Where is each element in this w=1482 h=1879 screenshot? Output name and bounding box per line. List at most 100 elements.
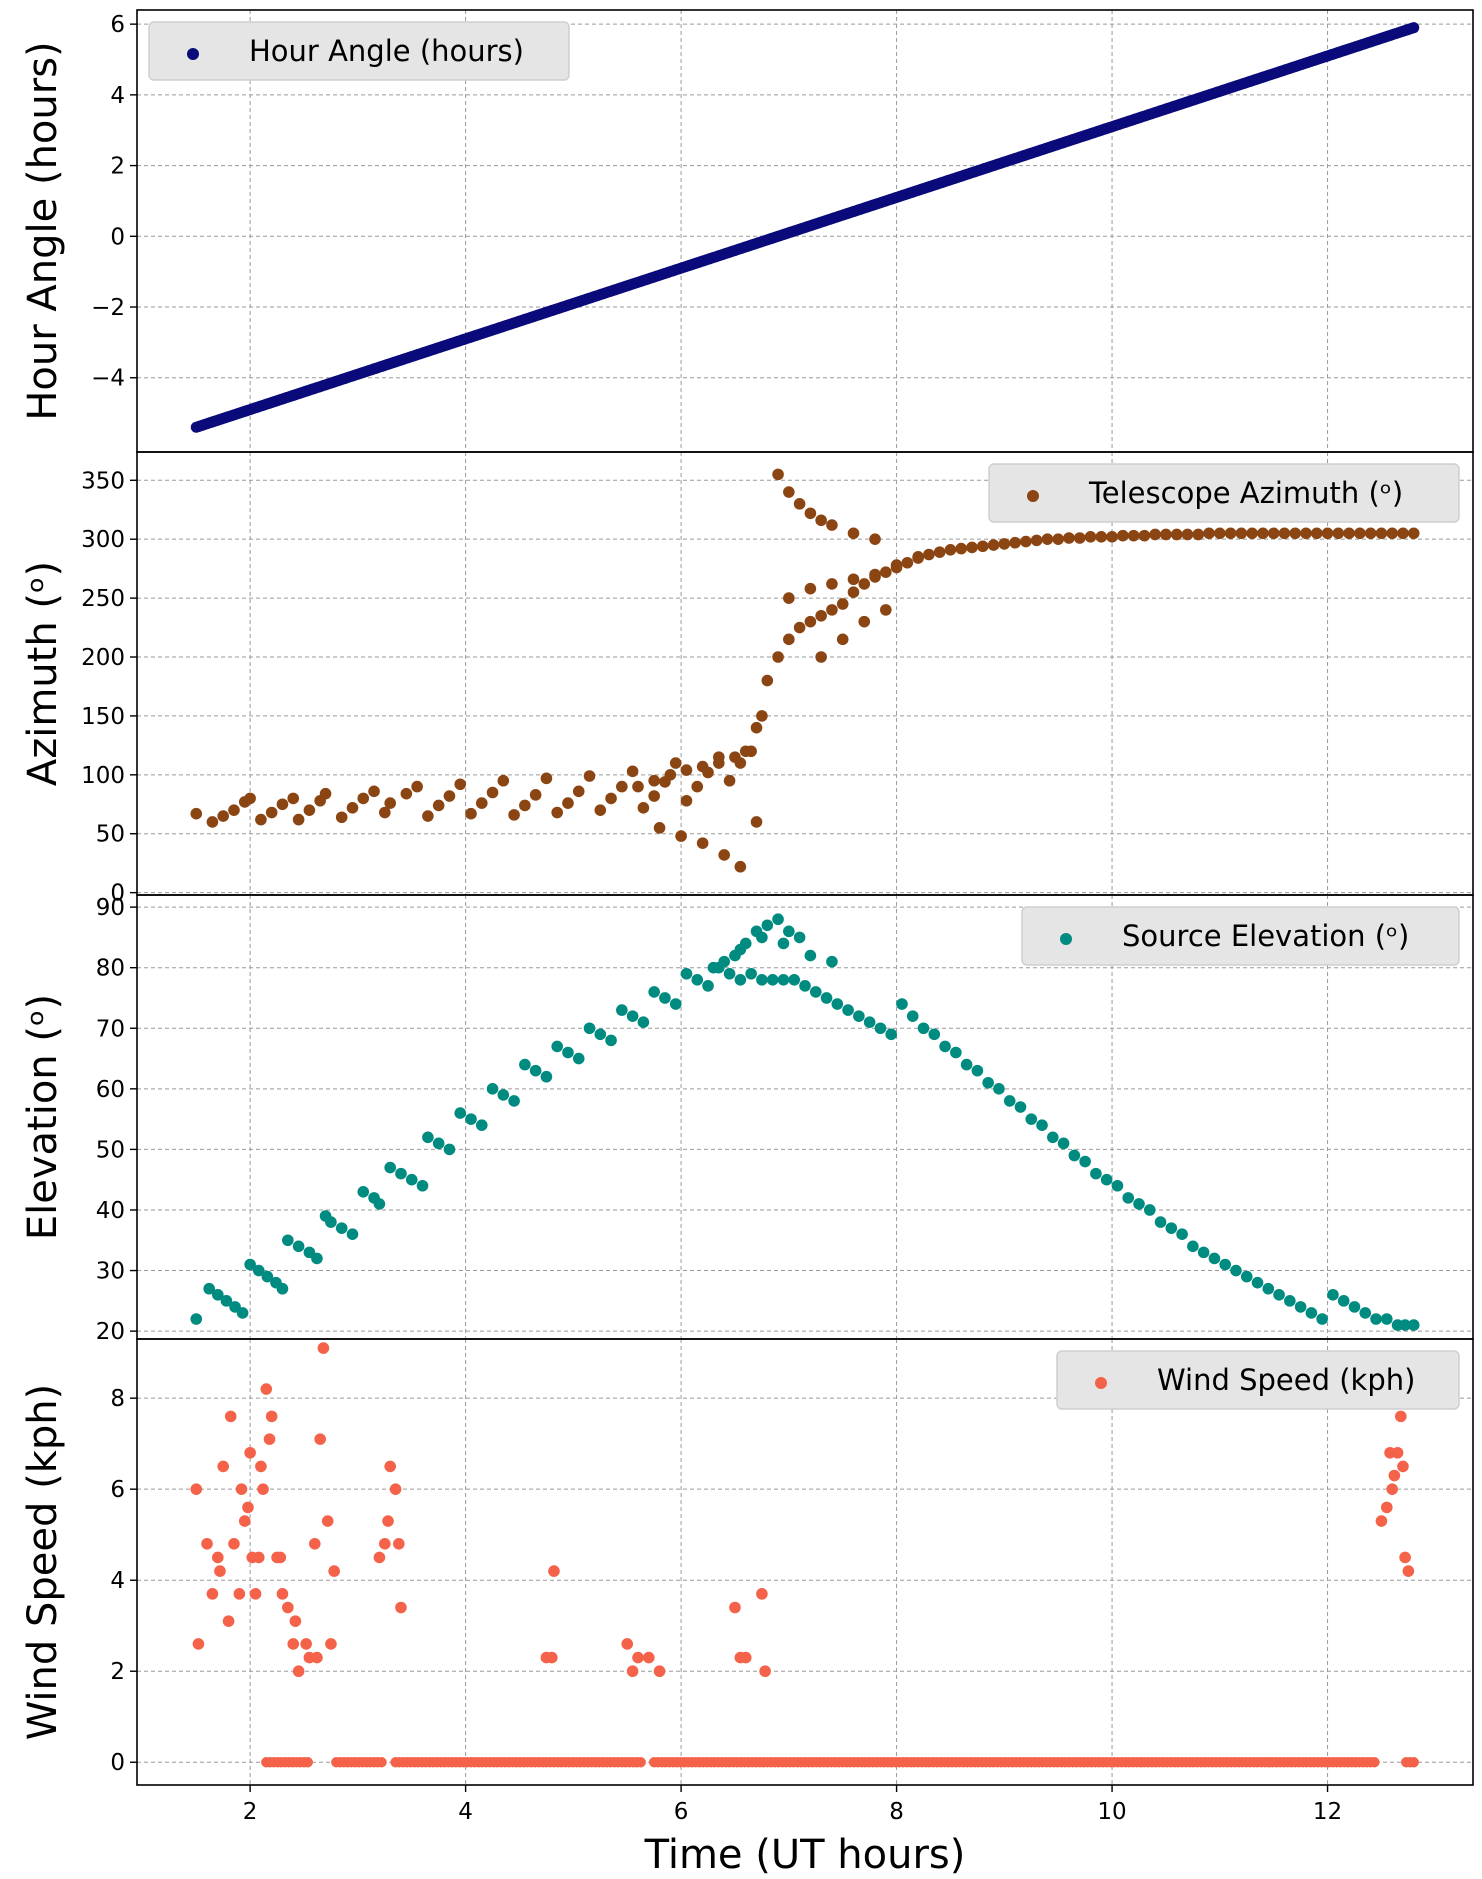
data-point xyxy=(335,1222,348,1234)
legend: Wind Speed (kph) xyxy=(1056,1350,1460,1410)
data-point xyxy=(696,760,709,773)
data-point xyxy=(648,986,660,998)
data-point xyxy=(572,1052,585,1065)
data-point xyxy=(815,514,827,527)
data-point xyxy=(917,1022,930,1035)
data-point xyxy=(691,974,704,986)
data-point xyxy=(626,1665,639,1678)
data-point xyxy=(1192,528,1205,541)
data-point xyxy=(761,919,774,932)
legend: Source Elevation (ᵒ) xyxy=(1021,906,1460,966)
data-point xyxy=(214,1565,226,1577)
data-point xyxy=(562,1046,574,1059)
data-point xyxy=(1041,533,1054,545)
data-point xyxy=(906,1010,919,1022)
data-point xyxy=(265,806,278,819)
data-point xyxy=(233,1588,246,1600)
data-point xyxy=(1294,1301,1307,1313)
y-tick-label: 350 xyxy=(81,468,125,494)
legend-box xyxy=(148,21,570,81)
data-point xyxy=(853,1010,865,1022)
data-point xyxy=(443,1143,456,1156)
data-point xyxy=(236,1307,249,1319)
data-point xyxy=(235,1483,248,1495)
data-point xyxy=(1397,527,1409,540)
data-point xyxy=(508,1095,520,1107)
data-point xyxy=(497,774,510,787)
data-point xyxy=(379,1537,391,1550)
y-tick-label: 0 xyxy=(110,881,125,907)
data-point xyxy=(772,651,784,663)
data-point xyxy=(1289,527,1302,540)
data-point xyxy=(987,539,1000,551)
data-point xyxy=(1395,1410,1407,1423)
data-point xyxy=(772,468,784,481)
data-point xyxy=(192,1638,205,1650)
y-axis-title: Azimuth (ᵒ) xyxy=(20,561,66,786)
data-point xyxy=(874,1022,887,1035)
data-point xyxy=(346,1228,359,1241)
data-point xyxy=(815,651,827,663)
data-point xyxy=(432,1137,445,1150)
data-point xyxy=(540,1070,553,1083)
data-point xyxy=(842,1004,854,1016)
data-point xyxy=(382,1515,394,1527)
data-point xyxy=(276,1588,289,1600)
data-point xyxy=(648,790,660,802)
data-point xyxy=(793,498,806,510)
data-point xyxy=(836,598,849,610)
data-point xyxy=(635,1757,646,1768)
data-point xyxy=(1073,532,1086,544)
data-point xyxy=(583,1022,596,1035)
data-point xyxy=(826,578,838,590)
data-point xyxy=(669,998,682,1010)
data-point xyxy=(257,1483,269,1495)
data-point xyxy=(1321,527,1334,540)
data-point xyxy=(756,710,768,722)
legend-marker xyxy=(187,48,199,60)
legend-box xyxy=(1056,1350,1460,1410)
data-point xyxy=(1399,1551,1411,1564)
data-point xyxy=(831,998,844,1010)
data-point xyxy=(1057,1137,1070,1150)
data-point xyxy=(1100,1173,1113,1186)
plot-area: −4 −2 0 2 4 6 Hour Angle (hours) Hour Angle (ho… xyxy=(20,9,1474,1825)
data-point xyxy=(1138,529,1151,542)
data-point xyxy=(632,780,644,793)
data-point xyxy=(346,802,359,814)
y-tick-label: 2 xyxy=(110,154,125,180)
data-point xyxy=(901,556,914,569)
data-point xyxy=(311,1651,323,1664)
data-point xyxy=(713,757,725,769)
data-point xyxy=(190,807,203,820)
data-point xyxy=(1224,527,1237,540)
data-point xyxy=(1090,1167,1102,1180)
y-tick-label: 200 xyxy=(81,645,125,671)
data-point xyxy=(1106,531,1118,543)
data-point xyxy=(212,1288,224,1301)
data-point xyxy=(1384,1446,1396,1459)
data-point xyxy=(497,1089,510,1101)
data-point xyxy=(203,1282,215,1295)
data-point xyxy=(1219,1258,1231,1271)
data-point xyxy=(201,1537,213,1550)
data-point xyxy=(292,813,305,826)
data-point xyxy=(373,1551,386,1564)
data-point xyxy=(718,849,730,861)
data-point xyxy=(1084,531,1097,543)
y-axis-title: Hour Angle (hours) xyxy=(20,41,66,420)
data-point xyxy=(734,943,747,956)
data-point xyxy=(1025,1113,1038,1125)
data-point xyxy=(869,568,881,581)
data-point xyxy=(858,615,871,628)
data-point xyxy=(680,794,693,807)
y-tick-label: 50 xyxy=(96,1137,125,1163)
data-point xyxy=(759,1665,771,1678)
data-point xyxy=(1181,528,1194,541)
data-point xyxy=(804,582,817,595)
data-point xyxy=(836,633,849,646)
data-point xyxy=(1014,1101,1027,1113)
data-point xyxy=(519,799,531,812)
data-point xyxy=(729,1601,741,1614)
